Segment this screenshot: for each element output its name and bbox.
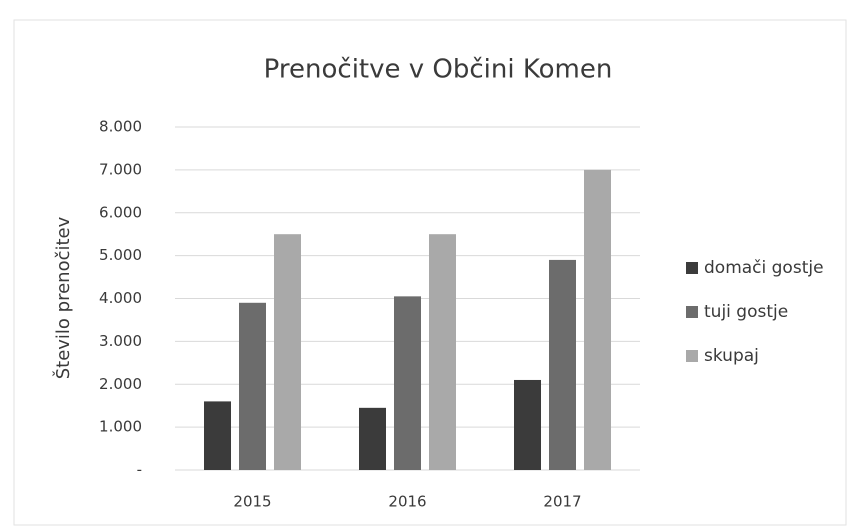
legend-swatch (686, 262, 698, 274)
legend-label: tuji gostje (704, 302, 788, 322)
legend-label: domači gostje (704, 258, 824, 278)
y-tick-label: 6.000 (99, 203, 142, 221)
y-tick-label: 3.000 (99, 332, 142, 350)
bar (359, 407, 386, 470)
bar (584, 169, 611, 470)
y-axis-label: Število prenočitev (52, 216, 74, 379)
y-tick-label: 8.000 (99, 118, 142, 136)
y-tick-label: 1.000 (99, 418, 142, 436)
bar (514, 379, 541, 470)
legend-label: skupaj (704, 346, 759, 366)
bar (274, 234, 301, 470)
bar (239, 302, 266, 470)
y-tick-label: - (137, 461, 142, 479)
legend-swatch (686, 306, 698, 318)
chart-title: Prenočitve v Občini Komen (264, 55, 613, 85)
bar (429, 234, 456, 470)
y-tick-label: 5.000 (99, 246, 142, 264)
legend-swatch (686, 350, 698, 362)
y-tick-label: 2.000 (99, 375, 142, 393)
x-tick-label: 2017 (543, 493, 581, 511)
bar (549, 259, 576, 470)
x-tick-label: 2015 (233, 493, 271, 511)
bar (394, 296, 421, 470)
bar (204, 401, 231, 470)
y-tick-label: 4.000 (99, 289, 142, 307)
y-tick-label: 7.000 (99, 160, 142, 178)
x-tick-label: 2016 (388, 493, 426, 511)
